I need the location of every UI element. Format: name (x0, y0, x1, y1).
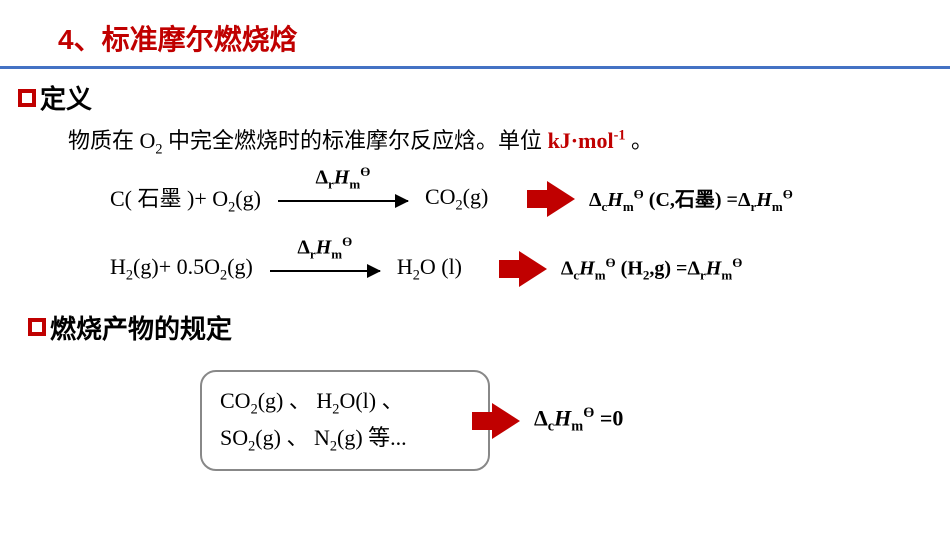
pb-s2: 、 (376, 388, 404, 413)
pb-1s: 2 (251, 401, 258, 417)
r2-lhs: H2(g)+ 0.5O2(g) (110, 254, 253, 284)
products-result: ΔcHmӨ =0 (534, 405, 623, 436)
bullet-icon (18, 89, 36, 107)
title-sep: 、 (74, 24, 102, 55)
r2-h1: H (579, 257, 595, 279)
r2-lt: (g) (227, 254, 253, 279)
def-unit: kJ·mol (548, 128, 614, 153)
r2-dr: Δ (687, 257, 700, 279)
slide-title: 4、标准摩尔燃烧焓 (0, 0, 950, 66)
r1-rhs: CO2(g) (425, 184, 515, 214)
r2-mt: ,g) = (649, 257, 687, 279)
r1-lhs-tail: (g) (235, 186, 261, 211)
section-products-heading: 燃烧产物的规定 (28, 309, 950, 346)
pb-2t: O(l) (339, 388, 376, 413)
pb-2: H (316, 388, 332, 413)
products-row: CO2(g) 、 H2O(l) 、 SO2(g) 、 N2(g) 等... Δc… (0, 346, 950, 472)
r1-dc: Δ (589, 189, 602, 211)
r2-al-s: Ө (342, 234, 352, 249)
r1-dr: Δ (738, 189, 751, 211)
r2-rhs: H2O (l) (397, 254, 487, 284)
r2-lm: (g)+ 0.5O (133, 254, 220, 279)
reaction-row-2: H2(g)+ 0.5O2(g) ΔrHmӨ H2O (l) ΔcHmӨ (H2,… (0, 217, 950, 287)
r2-s1: Ө (606, 255, 616, 270)
r2-arrow: ΔrHmӨ (265, 256, 385, 282)
pr-eq: = (594, 406, 612, 431)
r1-al-h: H (334, 166, 350, 188)
pb-1t: (g) (258, 388, 284, 413)
pr-h: H (554, 406, 571, 431)
r2-rt: O (l) (420, 254, 462, 279)
pb-1: CO (220, 388, 251, 413)
r2-al-d: Δ (297, 236, 310, 258)
r1-lhs-a: C( 石墨 )+ O (110, 186, 228, 211)
definition-text: 物质在 O2 中完全燃烧时的标准摩尔反应焓。单位 kJ·mol-1 。 (0, 116, 950, 161)
pb-s1: 、 (283, 388, 316, 413)
def-txt-b: 中完全燃烧时的标准摩尔反应焓。单位 (163, 128, 548, 153)
r1-h1: H (607, 189, 623, 211)
r1-al-d: Δ (316, 166, 329, 188)
r1-rhs-tail: (g) (463, 184, 489, 209)
r1-result: ΔcHmӨ (C,石墨) =ΔrHmӨ (589, 183, 793, 215)
pb-4: N (314, 425, 330, 450)
red-arrow-icon (527, 181, 577, 217)
def-unit-sup: -1 (614, 128, 626, 144)
pb-etc: 等... (363, 425, 407, 450)
r1-rhs-sub: 2 (456, 197, 463, 213)
pb-3: SO (220, 425, 248, 450)
r1-m2: m (772, 199, 783, 214)
r2-la: H (110, 254, 126, 279)
r1-h2: H (756, 189, 772, 211)
r2-al-m: m (331, 246, 342, 261)
r1-m1: m (623, 199, 634, 214)
pb-4t: (g) (337, 425, 363, 450)
r2-h2: H (706, 257, 722, 279)
title-text: 标准摩尔燃烧焓 (102, 24, 298, 55)
pb-3t: (g) (255, 425, 281, 450)
r2-rs: 2 (413, 267, 420, 283)
bullet-icon (28, 318, 46, 336)
reaction-row-1: C( 石墨 )+ O2(g) ΔrHmӨ CO2(g) ΔcHmӨ (C,石墨)… (0, 161, 950, 217)
r2-dc: Δ (561, 257, 574, 279)
def-o2-sub: 2 (155, 141, 162, 157)
r1-al-m: m (349, 176, 360, 191)
r2-al-h: H (316, 236, 332, 258)
r1-rhs-a: CO (425, 184, 456, 209)
pb-s3: 、 (281, 425, 314, 450)
title-number: 4 (58, 24, 74, 55)
r1-al-s: Ө (360, 164, 370, 179)
red-arrow-icon (472, 403, 522, 439)
r1-arrow-label: ΔrHmӨ (273, 164, 413, 193)
r2-ra: H (397, 254, 413, 279)
r2-s2: Ө (732, 255, 742, 270)
def-txt-c: 。 (626, 128, 654, 153)
r1-s2: Ө (783, 186, 793, 201)
section-definition-heading: 定义 (18, 79, 950, 116)
r2-m2: m (721, 267, 732, 282)
r1-arrow: ΔrHmӨ (273, 186, 413, 212)
r1-mid: (C,石墨) = (644, 189, 738, 211)
section-products-label: 燃烧产物的规定 (50, 309, 232, 346)
long-arrow-icon (278, 200, 408, 202)
pr-d: Δ (534, 406, 548, 431)
r2-las: 2 (126, 267, 133, 283)
r1-s1: Ө (634, 186, 644, 201)
pr-m: m (571, 419, 583, 435)
r2-m1: m (595, 267, 606, 282)
def-txt-a: 物质在 O (68, 128, 155, 153)
products-box: CO2(g) 、 H2O(l) 、 SO2(g) 、 N2(g) 等... (200, 370, 490, 472)
red-arrow-icon (499, 251, 549, 287)
pb-4s: 2 (330, 438, 337, 454)
section-definition-label: 定义 (40, 79, 92, 116)
r2-mid: (H (616, 257, 643, 279)
r1-lhs: C( 石墨 )+ O2(g) (110, 181, 261, 216)
r2-result: ΔcHmӨ (H2,g) =ΔrHmӨ (561, 255, 743, 284)
long-arrow-icon (270, 270, 380, 272)
pr-s: Ө (583, 405, 594, 421)
r2-arrow-label: ΔrHmӨ (265, 234, 385, 263)
pr-zero: 0 (612, 406, 623, 431)
